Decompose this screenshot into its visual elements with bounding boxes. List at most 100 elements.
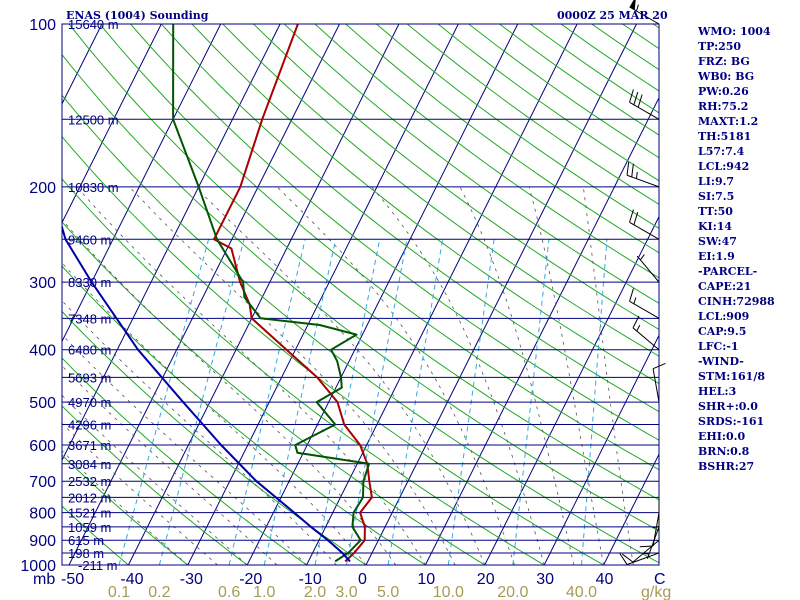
isotherm	[246, 24, 519, 565]
temperature-tick-label: 0	[358, 571, 367, 588]
index-item: TP:250	[698, 40, 742, 53]
isotherm	[306, 24, 578, 565]
temperature-tick-label: 20	[477, 571, 495, 588]
index-item: BRN:0.8	[698, 445, 750, 458]
isotherm	[62, 24, 222, 343]
isotherm	[187, 24, 459, 565]
pressure-tick-label: 900	[29, 533, 56, 550]
height-label: 1521 m	[68, 506, 111, 521]
pressure-tick-label: 1000	[20, 558, 56, 575]
pressure-tick-label: 700	[29, 474, 56, 491]
temperature-tick-label: -30	[180, 571, 203, 588]
isotherm	[68, 24, 340, 565]
moist-adiabat	[62, 262, 367, 565]
profiles	[62, 24, 373, 563]
pressure-tick-label: 800	[29, 506, 56, 523]
index-item: TH:5181	[698, 130, 752, 143]
height-label: 4970 m	[68, 395, 111, 410]
moist-adiabat	[276, 186, 515, 565]
mixing-ratio-line	[118, 239, 210, 565]
height-label: 12500 m	[68, 112, 119, 127]
moist-adiabat	[62, 394, 248, 565]
index-item: WB0: BG	[698, 70, 755, 83]
wind-barbs	[619, 0, 666, 566]
mixing-ratio-line	[228, 239, 306, 565]
isotherm	[62, 24, 162, 224]
wind-barb	[629, 288, 660, 319]
grid-layer	[62, 24, 659, 565]
moist-adiabat	[528, 186, 604, 565]
pressure-labels: 100 200 300 400 500 600 700 800 900 1000	[20, 17, 56, 575]
height-label: -211 m	[78, 558, 118, 573]
index-item: LCL:942	[698, 160, 750, 173]
height-label: 3671 m	[68, 438, 111, 453]
mixing-ratio-tick-label: 20.0	[497, 584, 528, 600]
height-label: 2012 m	[68, 490, 111, 505]
dewpoint-profile	[172, 24, 371, 563]
mixing-ratio-tick-label: 3.0	[335, 584, 357, 600]
isotherm	[543, 334, 659, 565]
temperature-tick-label: -20	[239, 571, 262, 588]
wind-barb	[626, 161, 660, 188]
temperature-unit-label: C	[654, 571, 666, 588]
index-item: -WIND-	[698, 355, 744, 368]
moist-adiabat	[62, 219, 397, 565]
index-item: FRZ: BG	[698, 55, 750, 68]
index-item: WMO: 1004	[698, 25, 771, 38]
mixing-ratio-tick-label: 1.0	[253, 584, 275, 600]
pressure-tick-label: 500	[29, 395, 56, 412]
index-item: SRDS:-161	[698, 415, 765, 428]
index-item: STM:161/8	[698, 370, 765, 383]
temperature-tick-label: 30	[536, 571, 554, 588]
height-label: 2532 m	[68, 474, 111, 489]
mixing-ratio-tick-label: 2.0	[304, 584, 326, 600]
mixing-ratio-tick-label: 10.0	[433, 584, 464, 600]
height-label: 8330 m	[68, 275, 111, 290]
isotherm	[484, 215, 659, 565]
height-label: 9460 m	[68, 232, 111, 247]
wind-barb	[632, 315, 660, 351]
temperature-tick-label: -50	[61, 571, 84, 588]
index-item: SW:47	[698, 235, 737, 248]
mixing-ratio-tick-label: 5.0	[377, 584, 399, 600]
isobars	[62, 23, 659, 566]
index-item: RH:75.2	[698, 100, 749, 113]
height-label: 15640 m	[68, 17, 119, 32]
dry-adiabat	[99, 24, 659, 471]
index-item: LFC:-1	[698, 340, 739, 353]
mixing-ratio-line	[158, 239, 245, 565]
pressure-tick-label: 300	[29, 275, 56, 292]
wind-barb	[629, 0, 660, 25]
mixing-ratio-tick-label: 0.6	[218, 584, 240, 600]
index-item: L57:7.4	[698, 145, 745, 158]
temperature-tick-label: 40	[596, 571, 614, 588]
temperature-tick-label: -40	[120, 571, 143, 588]
isotherm	[603, 453, 659, 565]
wind-barb	[652, 362, 666, 403]
height-labels: 15640 m 12500 m 10830 m 9460 m 8330 m 7348 m 6…	[68, 17, 119, 573]
isotherm	[127, 24, 400, 565]
moist-adiabat	[371, 186, 545, 565]
index-item: PW:0.26	[698, 85, 749, 98]
height-label: 7348 m	[68, 311, 111, 326]
mixing-ratio-labels: 0.1 0.2 0.6 1.0 2.0 3.0 5.0 10.0 20.0 40.0	[108, 584, 597, 600]
index-item: TT:50	[698, 205, 733, 218]
height-label: 3084 m	[68, 457, 111, 472]
pressure-tick-label: 400	[29, 343, 56, 360]
wind-barb	[639, 512, 660, 548]
mixing-ratio-tick-label: 40.0	[566, 584, 597, 600]
mixing-ratio-unit-label: g/kg	[641, 584, 671, 600]
index-item: CINH:72988	[698, 295, 775, 308]
height-label: 4296 m	[68, 418, 111, 433]
pressure-unit-label: mb	[33, 571, 55, 588]
wind-barb	[629, 89, 660, 120]
wind-barb	[629, 209, 660, 240]
index-item: CAP:9.5	[698, 325, 747, 338]
index-item: MAXT:1.2	[698, 115, 759, 128]
chart-timestamp: 0000Z 25 MAR 20	[557, 9, 668, 22]
index-item: EI:1.9	[698, 250, 735, 263]
index-item: EHI:0.0	[698, 430, 746, 443]
wind-barb	[619, 552, 660, 566]
temperature-tick-label: 10	[417, 571, 435, 588]
